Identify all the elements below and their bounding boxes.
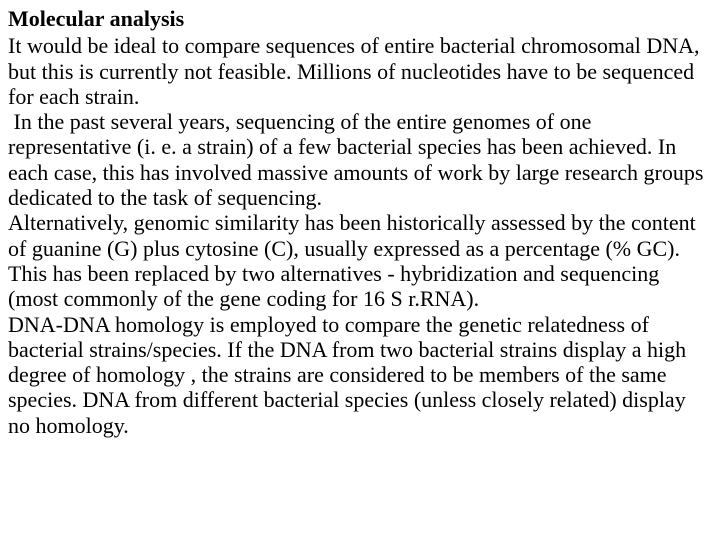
body-text: It would be ideal to compare sequences o… bbox=[8, 33, 710, 438]
heading: Molecular analysis bbox=[8, 6, 710, 31]
slide-container: Molecular analysis It would be ideal to … bbox=[0, 0, 720, 444]
